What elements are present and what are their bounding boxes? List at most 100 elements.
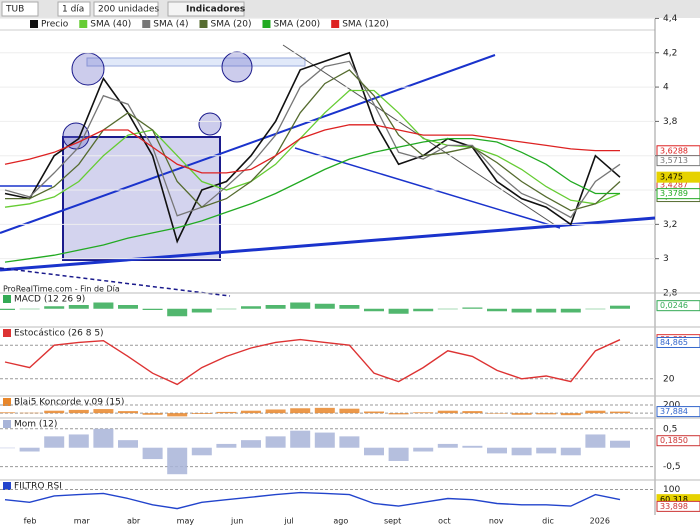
bar — [610, 440, 630, 448]
bar — [536, 308, 557, 313]
bar — [413, 412, 434, 414]
bar — [364, 308, 384, 312]
x-tick-label: may — [177, 517, 195, 526]
bar — [68, 434, 89, 448]
legend-swatch — [331, 20, 340, 28]
bar — [142, 447, 163, 460]
bar — [388, 447, 409, 461]
panel-title: Mom (12) — [14, 420, 57, 430]
bar — [265, 305, 286, 309]
series-line — [4, 124, 620, 174]
panel-icon — [3, 482, 11, 490]
bar — [314, 407, 335, 414]
bar — [216, 443, 237, 448]
period[interactable]: 1 día — [62, 5, 84, 15]
symbol-button[interactable] — [1, 1, 39, 17]
bar — [0, 447, 15, 449]
bar — [142, 413, 163, 415]
bar — [68, 409, 89, 414]
bar — [118, 440, 138, 448]
y-tick-label: -0,5 — [663, 462, 681, 472]
bar — [93, 409, 114, 414]
legend-label: SMA (40) — [90, 20, 131, 30]
value-label: 60,318 — [660, 495, 688, 504]
bar — [216, 411, 237, 414]
panel-title: Estocástico (26 8 5) — [14, 329, 104, 339]
value-label: 3,6288 — [660, 146, 688, 155]
value-label-box — [656, 336, 700, 348]
value-label: 0,0246 — [660, 301, 688, 310]
panel-icon — [3, 329, 11, 337]
symbol[interactable]: TUB — [5, 5, 24, 15]
legend-swatch — [30, 20, 38, 28]
period-button[interactable] — [57, 1, 91, 17]
circle — [62, 122, 90, 150]
units[interactable]: 200 unidades — [98, 5, 159, 15]
panel-title: Blai5 Koncorde v.09 (15) — [14, 398, 124, 408]
bar — [191, 413, 212, 414]
bar — [437, 443, 458, 448]
x-tick-label: jul — [283, 517, 294, 526]
value-label-box — [656, 155, 700, 167]
value-label: 3,5713 — [660, 156, 688, 165]
x-tick-label: abr — [127, 517, 141, 526]
indicators[interactable]: Indicadores — [186, 5, 245, 15]
x-tick-label: dic — [542, 517, 554, 526]
circle — [198, 112, 222, 136]
series-line — [4, 89, 621, 208]
legend-swatch — [199, 20, 208, 28]
bar — [290, 408, 311, 414]
x-tick-label: ago — [333, 517, 348, 526]
bar — [536, 447, 557, 454]
value-label-box — [656, 300, 700, 312]
panel-icon — [3, 420, 11, 428]
bar — [118, 305, 138, 309]
bar — [487, 413, 507, 414]
bar — [364, 411, 384, 414]
bar — [339, 305, 360, 309]
bar — [314, 432, 335, 448]
bar — [93, 428, 114, 448]
bar — [413, 308, 434, 312]
bar — [265, 409, 286, 414]
value-label: 33,898 — [660, 502, 688, 511]
trend-line — [0, 216, 656, 272]
value-label: 3,475 — [660, 173, 683, 182]
x-tick-label: 2026 — [590, 517, 610, 526]
bar — [167, 447, 188, 475]
bar — [585, 308, 606, 310]
trend-line — [0, 54, 496, 234]
units-button[interactable] — [93, 1, 159, 17]
bar — [93, 302, 114, 309]
bar — [290, 302, 311, 309]
y-tick-label: 3,8 — [663, 117, 678, 127]
bar — [585, 434, 606, 448]
bar — [216, 308, 237, 310]
value-label-box — [656, 188, 700, 200]
bar — [339, 436, 360, 448]
bar — [610, 305, 630, 309]
value-label-box — [656, 406, 700, 418]
indicators-button[interactable] — [167, 1, 245, 17]
bar — [290, 430, 311, 448]
x-tick-label: mar — [74, 517, 91, 526]
source: ProRealTime.com - Fin de Día — [3, 285, 120, 294]
value-label-box — [656, 171, 700, 183]
bar — [610, 411, 630, 414]
series-line — [4, 60, 621, 219]
y-tick-label: 4,4 — [663, 14, 678, 24]
trend-line — [0, 267, 231, 297]
value-label-box — [656, 435, 700, 447]
bar — [19, 412, 40, 414]
bar — [585, 410, 606, 414]
y-tick-label: 20 — [663, 374, 675, 384]
value-label: 37,884 — [660, 407, 688, 416]
bar — [462, 445, 483, 448]
bar — [511, 447, 532, 456]
bar — [364, 447, 384, 456]
value-label: 3,3789 — [660, 189, 688, 198]
x-tick-label: feb — [24, 517, 37, 526]
value-label: 0,1850 — [660, 436, 688, 445]
legend-label: SMA (20) — [211, 20, 252, 30]
